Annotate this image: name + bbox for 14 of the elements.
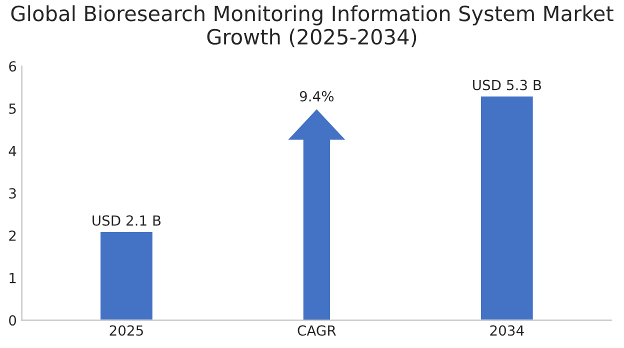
y-tick-label: 4 [8,146,16,156]
data-label: USD 2.1 B [92,215,161,226]
data-label: USD 5.3 B [473,80,541,90]
y-tick-label: 6 [9,61,16,72]
chart-title: Global Bioresearch Monitoring Information System Market Growth (2025-2034) [11,5,614,48]
y-tick-label: 1 [10,272,16,284]
y-tick-label: 2 [9,230,16,241]
y-tick-label: 0 [9,315,16,326]
y-tick-label: 5 [9,104,16,114]
x-tick-label: CAGR [298,325,336,336]
x-tick-label: 2034 [490,325,524,336]
y-tick-label: 3 [9,188,16,199]
x-tick-label: 2025 [110,325,143,336]
annotation: 9.4% [300,91,334,102]
